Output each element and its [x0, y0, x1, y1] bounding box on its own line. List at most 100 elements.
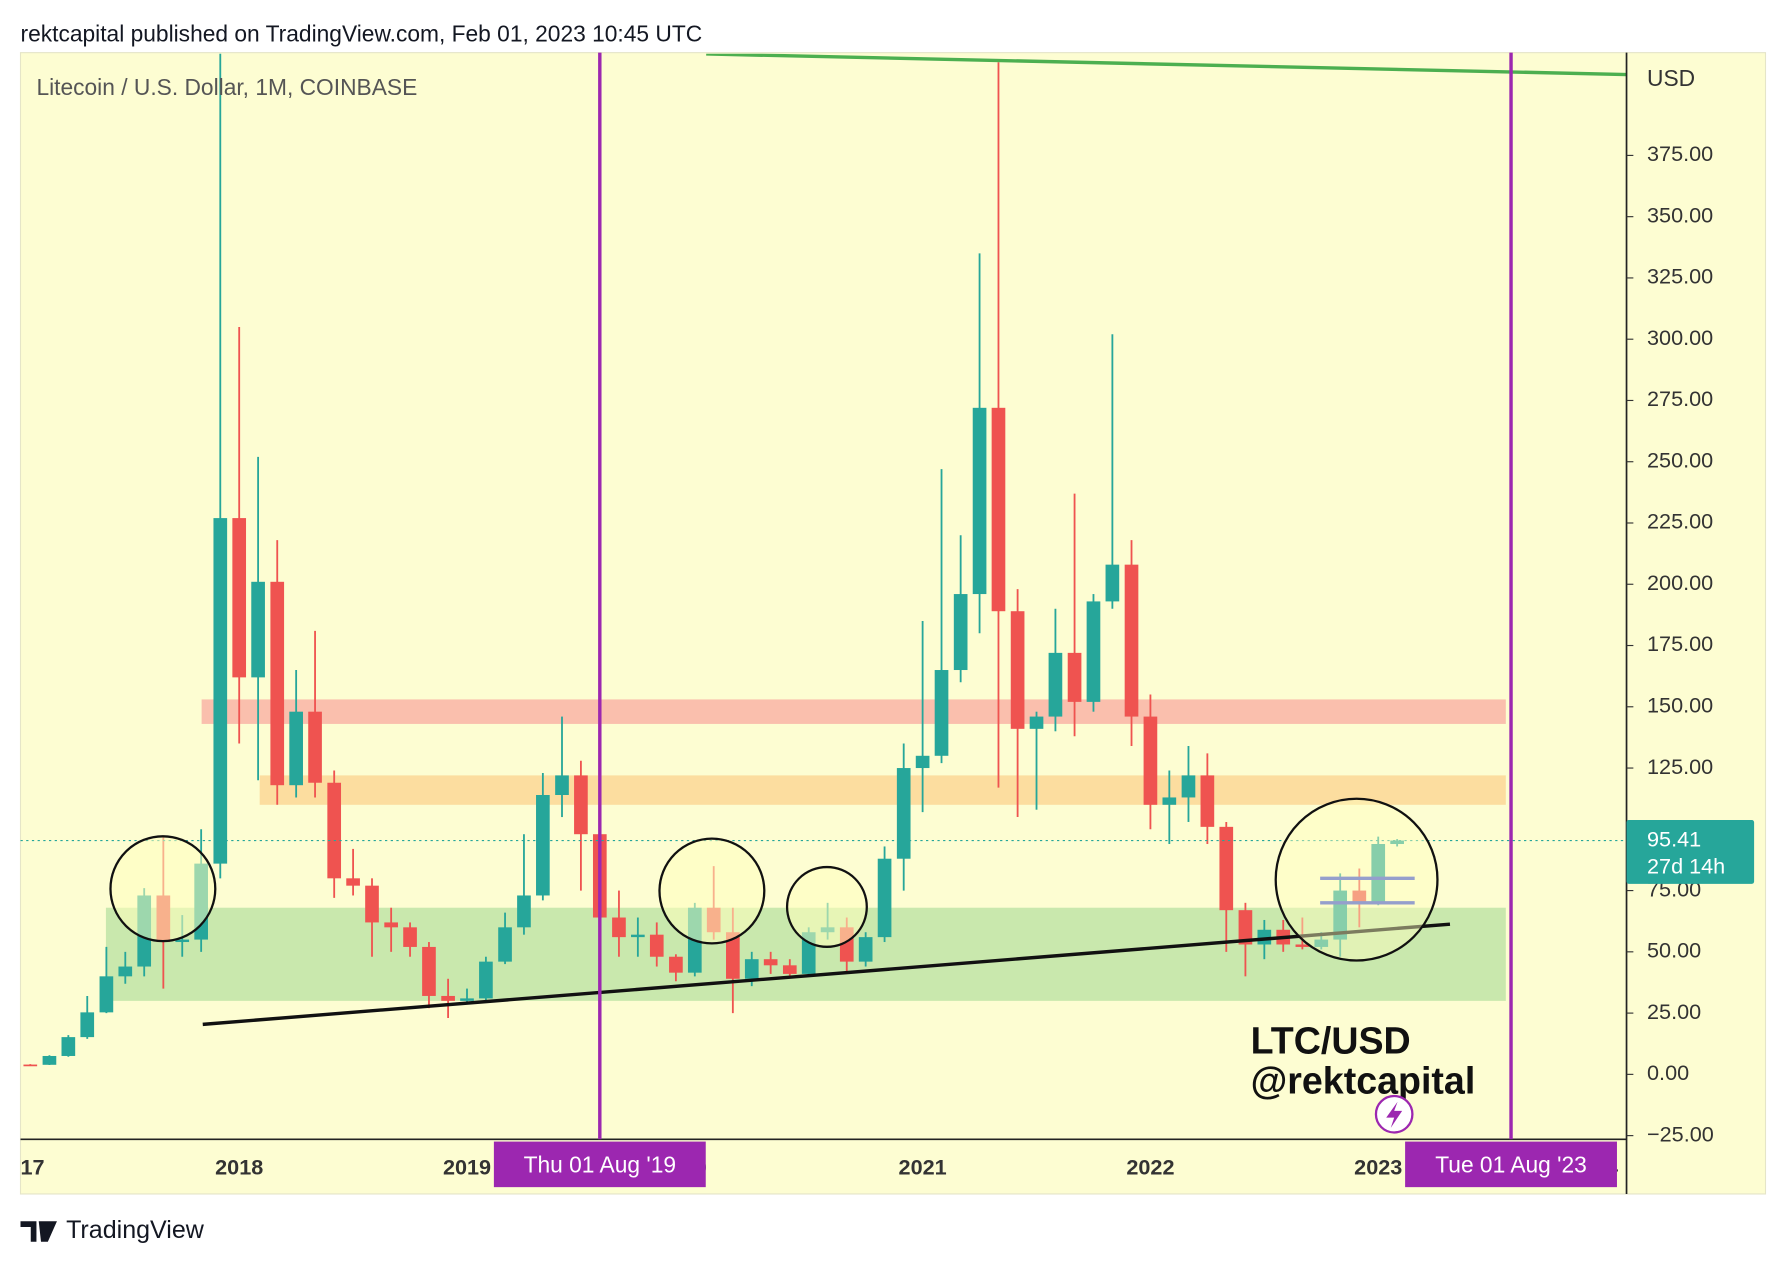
- candle-body: [479, 961, 493, 999]
- logo-mark: [20, 1221, 57, 1242]
- candle-body: [99, 976, 114, 1013]
- candle-body: [953, 594, 968, 671]
- highlight-circle: [658, 837, 766, 945]
- candle-body: [612, 917, 626, 938]
- y-axis-label: USD: [1647, 65, 1695, 91]
- candle-body: [346, 878, 360, 886]
- candle-body: [498, 927, 512, 962]
- y-tick-label: 50.00: [1647, 938, 1701, 963]
- candle-body: [441, 995, 455, 1001]
- candle-body: [1105, 564, 1120, 602]
- candle-body: [42, 1055, 57, 1065]
- candle-body: [1124, 564, 1139, 717]
- y-tick-label: 275.00: [1647, 386, 1713, 411]
- y-tick-label: 325.00: [1647, 264, 1713, 289]
- candle-body: [308, 711, 322, 783]
- candle-body: [631, 934, 645, 938]
- highlight-circles: [109, 797, 1439, 962]
- candle-body: [175, 939, 190, 943]
- candle-body: [1162, 797, 1177, 805]
- axes: −25.000.0025.0050.0075.00100.00125.00150…: [21, 141, 1755, 1188]
- candle-body: [1067, 652, 1082, 702]
- candle-body: [232, 518, 247, 678]
- candle-body: [1143, 716, 1158, 805]
- candle-body: [1390, 840, 1404, 845]
- candle-body: [649, 934, 664, 957]
- icon-bolt[interactable]: [1386, 1101, 1403, 1128]
- candle-body: [270, 581, 285, 786]
- candle-body: [118, 966, 133, 977]
- candle-body: [1352, 890, 1367, 903]
- trendline: [202, 922, 1451, 1027]
- candle-body: [460, 998, 474, 1001]
- footer-logo: TradingView: [20, 1216, 205, 1244]
- price-label-box: [1626, 820, 1755, 884]
- highlight-circle: [785, 865, 868, 948]
- chart-background: [19, 52, 1767, 1195]
- candle-body: [972, 407, 987, 595]
- highlight-circle: [109, 835, 217, 943]
- candle-body: [1010, 611, 1025, 729]
- candle-body: [555, 775, 569, 796]
- highlight-circle: [1274, 797, 1439, 962]
- price-label: 95.41: [1647, 826, 1701, 851]
- candle-body: [80, 1012, 95, 1038]
- candle-body: [1048, 652, 1063, 717]
- x-tick-label: 2018: [215, 1155, 263, 1180]
- candle-body: [422, 946, 436, 996]
- plot-area: [20, 53, 1627, 1067]
- y-tick-label: 25.00: [1647, 999, 1701, 1024]
- zone: [259, 775, 1506, 805]
- y-tick-label: 200.00: [1647, 570, 1713, 595]
- candle-body: [858, 937, 873, 962]
- countdown-label: 27d 14h: [1647, 854, 1725, 879]
- y-tick-label: 375.00: [1647, 141, 1713, 166]
- candle-body: [1086, 601, 1101, 702]
- candle-body: [574, 775, 588, 835]
- y-tick-label: 225.00: [1647, 509, 1713, 534]
- candle-body: [403, 927, 417, 947]
- candle-body: [384, 922, 398, 928]
- candle-body: [1371, 844, 1386, 903]
- candle-body: [744, 959, 759, 979]
- date-label-box: [493, 1141, 706, 1188]
- x-tick-label: 2021: [899, 1155, 947, 1180]
- date-label-box: [1405, 1141, 1617, 1188]
- x-tick-label: 2023: [1354, 1155, 1402, 1180]
- candle-body: [365, 885, 379, 923]
- candle-body: [1029, 716, 1044, 729]
- candle-body: [517, 895, 531, 928]
- candle-body: [1238, 910, 1253, 945]
- trendline: [706, 53, 1627, 77]
- watermark: LTC/USD: [1251, 1020, 1411, 1062]
- y-tick-label: −25.00: [1647, 1121, 1714, 1146]
- candle-body: [726, 932, 740, 979]
- y-tick-label: 0.00: [1647, 1060, 1689, 1085]
- x-tick-label: 17: [21, 1155, 45, 1180]
- date-label: Tue 01 Aug '23: [1435, 1152, 1587, 1178]
- candle-body: [61, 1037, 76, 1056]
- candle-body: [327, 782, 342, 879]
- candle-body: [289, 711, 303, 786]
- watermark: @rektcapital: [1251, 1059, 1476, 1101]
- candle-body: [991, 407, 1006, 612]
- lightning-icon[interactable]: [1374, 1094, 1414, 1134]
- candle-body: [1181, 775, 1196, 798]
- date-label: Thu 01 Aug '19: [524, 1152, 676, 1178]
- candle-body: [763, 959, 778, 966]
- x-tick-label: 2019: [443, 1155, 491, 1180]
- candle-body: [1314, 939, 1329, 947]
- chart-title: Litecoin / U.S. Dollar, 1M, COINBASE: [36, 74, 417, 100]
- candle-body: [915, 755, 930, 769]
- candle-body: [213, 518, 228, 864]
- y-tick-label: 300.00: [1647, 325, 1713, 350]
- footer: TradingView: [66, 1216, 205, 1244]
- zone: [201, 699, 1506, 724]
- y-tick-label: 175.00: [1647, 631, 1713, 656]
- header: rektcapital published on TradingView.com…: [21, 21, 703, 47]
- candle-body: [1295, 944, 1310, 947]
- candle-body: [896, 768, 911, 859]
- candle-body: [536, 795, 550, 896]
